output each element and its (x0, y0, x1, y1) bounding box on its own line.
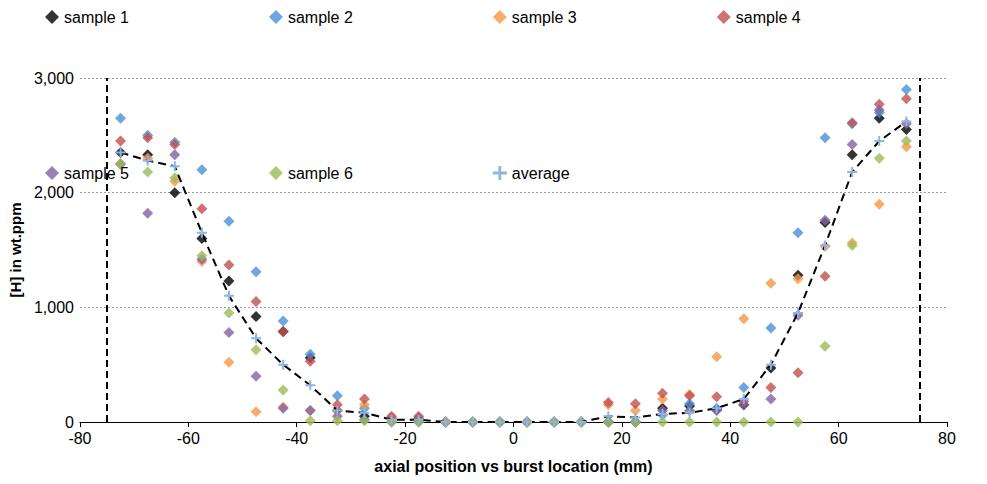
svg-text:sample 5: sample 5 (64, 165, 129, 182)
svg-text:-80: -80 (68, 430, 91, 447)
svg-text:sample 6: sample 6 (288, 165, 353, 182)
svg-text:-60: -60 (177, 430, 200, 447)
svg-text:2,000: 2,000 (34, 184, 74, 201)
svg-text:0: 0 (65, 414, 74, 431)
svg-text:sample 2: sample 2 (288, 9, 353, 26)
svg-text:60: 60 (830, 430, 848, 447)
svg-text:1,000: 1,000 (34, 299, 74, 316)
svg-text:sample 1: sample 1 (64, 9, 129, 26)
svg-text:sample 3: sample 3 (512, 9, 577, 26)
svg-text:sample 4: sample 4 (736, 9, 801, 26)
svg-text:-20: -20 (394, 430, 417, 447)
svg-text:0: 0 (509, 430, 518, 447)
svg-text:average: average (512, 165, 570, 182)
svg-text:[H] in wt.ppm: [H] in wt.ppm (7, 203, 24, 298)
svg-text:axial position vs burst locati: axial position vs burst location (mm) (374, 458, 652, 475)
svg-text:40: 40 (721, 430, 739, 447)
svg-text:80: 80 (938, 430, 956, 447)
svg-text:3,000: 3,000 (34, 70, 74, 87)
svg-text:-40: -40 (285, 430, 308, 447)
svg-text:20: 20 (613, 430, 631, 447)
